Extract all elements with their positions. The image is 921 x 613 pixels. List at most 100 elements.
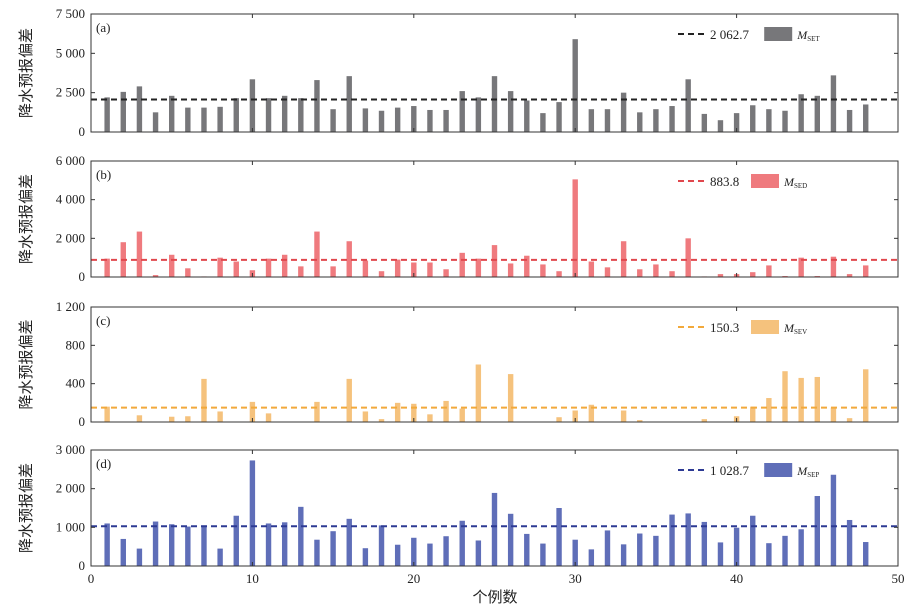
bar [411,106,417,132]
bar [491,76,498,132]
bar [136,86,143,132]
y-axis-label: 降水预报偏差 [17,28,35,118]
bar [185,107,191,132]
bar [281,522,288,566]
bar [152,275,159,277]
bar [798,257,804,277]
bar [717,542,724,566]
bar [362,108,369,132]
bar [201,107,207,132]
bar [507,263,514,277]
bar [814,496,820,566]
legend-series-subscript: SEV [794,328,807,336]
bar [104,523,110,566]
bar [766,398,772,422]
legend-series-label: MSED [783,175,807,190]
bar [217,257,223,277]
bar [669,271,675,277]
y-axis-label: 降水预报偏差 [17,319,35,409]
bar [217,411,223,422]
bar [443,109,449,132]
bar [169,95,175,132]
bar [620,92,627,132]
bar [814,376,820,422]
bar [750,272,756,277]
bar [185,268,191,277]
bar [750,406,756,422]
bar [604,530,611,566]
bar [604,267,611,277]
bar [233,261,239,277]
legend: 1 028.7 MSEP [678,463,819,479]
bar [443,400,449,422]
bar [637,533,643,566]
legend-mean-label: 1 028.7 [710,463,750,478]
bar [475,258,482,277]
bar [394,402,401,422]
bar [298,266,304,277]
bar [362,548,369,566]
bar [330,109,336,132]
bar [104,258,110,277]
bar [265,413,272,422]
bar [411,537,417,566]
bar [314,231,320,277]
bar [427,109,433,132]
bar [346,378,352,422]
y-tick-label: 0 [79,269,86,284]
bar [185,526,191,566]
bar [298,98,304,132]
bar [459,408,465,422]
y-tick-label: 2 500 [56,85,85,100]
bar [281,95,288,132]
x-tick-label: 10 [246,571,259,586]
bar [427,414,433,422]
bar [394,107,401,132]
x-tick-label: 40 [730,571,743,586]
bar [653,535,659,566]
bar [733,527,740,566]
bar [669,514,675,566]
bar [701,521,708,566]
y-tick-label: 0 [79,414,86,429]
bar [475,364,482,422]
bar [201,378,207,422]
bar [588,549,595,566]
legend-bar-swatch [751,174,779,188]
bar [378,419,385,422]
y-tick-label: 0 [79,124,86,139]
bar [136,231,143,277]
bar [411,262,417,277]
bar [556,508,562,566]
bar [863,542,869,566]
bar [524,255,530,277]
panels: 0 2 500 5 000 7 500 降水预报偏差 (a) 2 062.7 MSET 0 2 0… [17,6,905,586]
bar [459,91,465,132]
bar [540,543,546,566]
bar [701,113,708,132]
bar [185,416,191,422]
y-tick-label: 1 000 [56,519,85,534]
bar [249,401,256,422]
x-axis-label: 个例数 [472,588,517,606]
bar [378,271,385,277]
y-tick-label: 400 [66,376,86,391]
y-tick-label: 6 000 [56,153,85,168]
legend-mean-label: 150.3 [710,320,739,335]
bar [120,91,126,132]
y-tick-label: 5 000 [56,45,85,60]
bar [201,525,207,566]
bar [411,403,417,422]
bar [217,548,223,566]
bar [782,535,788,566]
bar [588,404,595,422]
bar [637,420,643,422]
bar [378,525,385,566]
bar [152,521,159,566]
legend-series-subscript: SED [794,182,807,190]
legend-bar-swatch [751,320,779,334]
y-tick-label: 800 [66,337,86,352]
bar [491,492,498,566]
y-axis-label: 降水预报偏差 [17,463,35,553]
bar [653,264,659,277]
